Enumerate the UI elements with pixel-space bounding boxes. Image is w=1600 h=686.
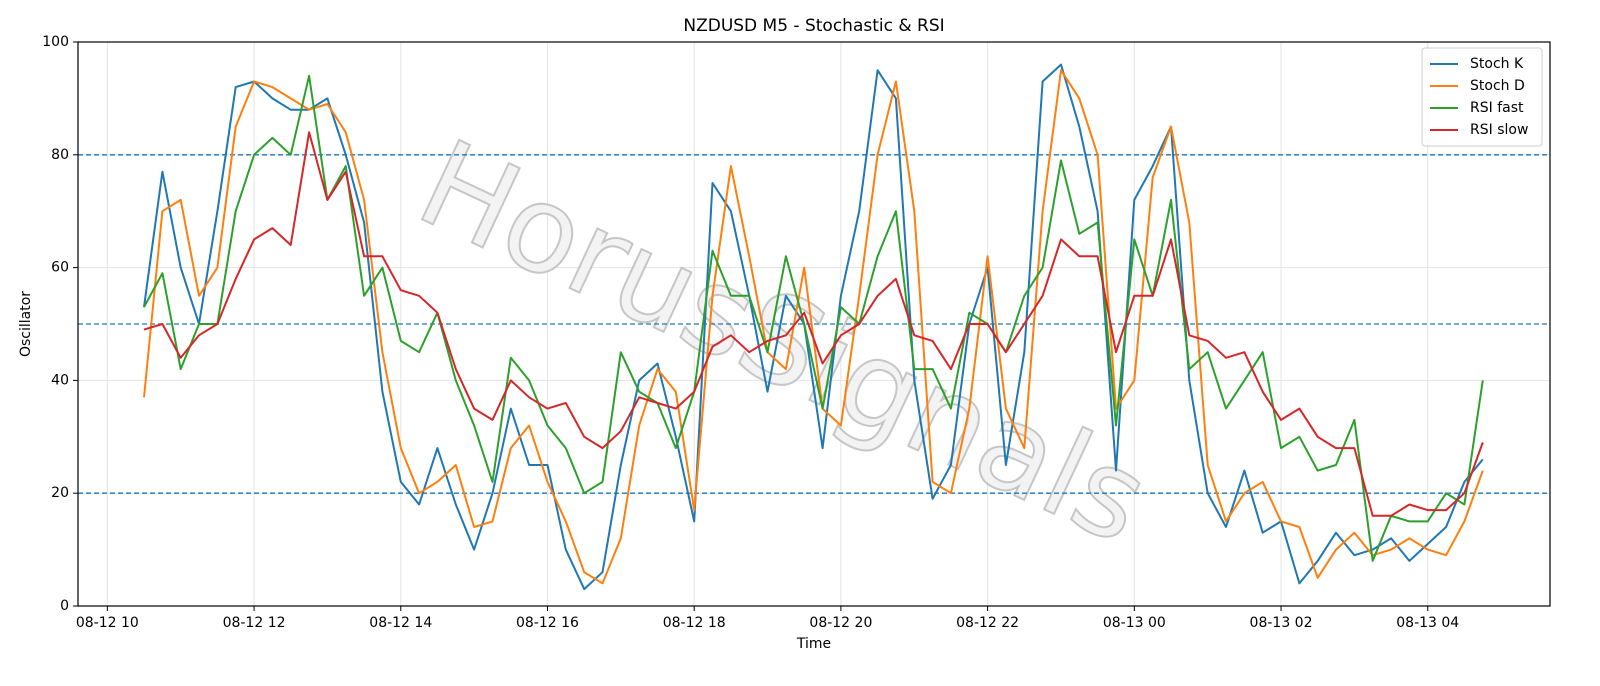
y-tick-label: 80 [51,147,69,163]
y-tick-label: 0 [60,598,69,614]
legend-box [1421,47,1543,147]
series-line [143,74,1484,562]
x-tick-label: 08-13 04 [1396,615,1459,631]
x-tick-label: 08-12 20 [809,615,872,631]
legend-label: RSI slow [1470,122,1528,138]
watermark: HorusSignals [399,115,1167,572]
x-tick-label: 08-12 10 [76,615,139,631]
legend-label: RSI fast [1470,100,1524,116]
series-line [143,131,1484,517]
y-tick-label: 100 [42,34,69,50]
plot-frame [77,41,1551,607]
x-tick-label: 08-13 02 [1250,615,1313,631]
chart-title: NZDUSD M5 - Stochastic & RSI [683,16,944,36]
x-tick-label: 08-12 16 [516,615,579,631]
x-tick-label: 08-12 12 [223,615,286,631]
y-tick-label: 40 [51,372,69,388]
x-tick-label: 08-12 22 [956,615,1019,631]
x-tick-label: 08-13 00 [1103,615,1166,631]
series-line [143,63,1484,591]
y-axis-label: Oscillator [18,291,34,357]
x-tick-label: 08-12 14 [369,615,432,631]
y-tick-label: 60 [51,260,69,276]
legend-label: Stoch K [1470,56,1524,72]
x-axis-label: Time [796,636,831,652]
x-tick-label: 08-12 18 [663,615,726,631]
y-tick-label: 20 [51,485,69,501]
legend-label: Stoch D [1470,78,1525,94]
